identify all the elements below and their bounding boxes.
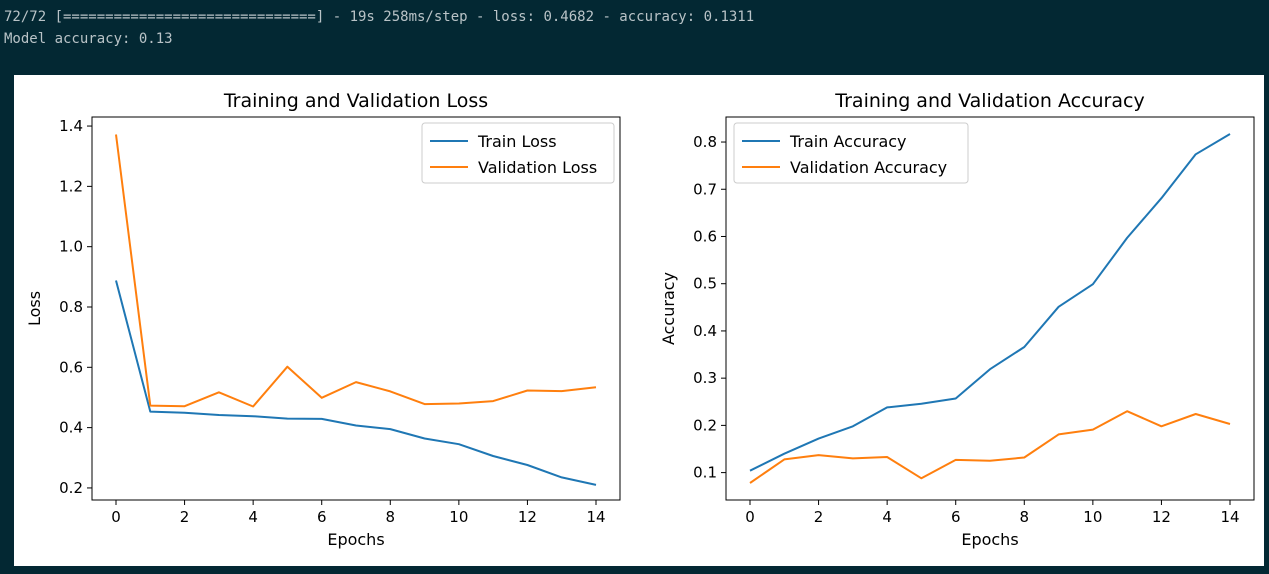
y-tick-label: 0.4 <box>693 322 717 340</box>
series-line-validation-accuracy <box>749 410 1231 484</box>
y-tick-label: 0.4 <box>59 419 83 437</box>
x-tick-label: 10 <box>1083 508 1102 526</box>
x-axis-label: Epochs <box>961 530 1018 549</box>
x-tick-label: 12 <box>518 508 537 526</box>
x-tick-label: 8 <box>1020 508 1030 526</box>
x-tick-label: 6 <box>951 508 961 526</box>
figure-svg: Training and Validation Loss 0 2 4 6 8 10 12 14 0… <box>25 90 1255 549</box>
series-line-validation-loss <box>115 134 597 408</box>
x-tick-label: 0 <box>111 508 121 526</box>
x-tick-label: 8 <box>386 508 396 526</box>
x-axis-label: Epochs <box>327 530 384 549</box>
y-tick-label: 0.8 <box>693 133 717 151</box>
x-tick-label: 2 <box>180 508 190 526</box>
axes-frame <box>91 116 621 501</box>
legend: Train Loss Validation Loss <box>421 122 615 184</box>
x-tick-label: 0 <box>745 508 755 526</box>
training-progress-line: 72/72 [==============================] -… <box>4 9 755 25</box>
y-tick-label: 0.6 <box>59 358 83 376</box>
legend-label: Validation Loss <box>478 158 597 177</box>
y-tick-label: 0.7 <box>693 180 717 198</box>
chart-title: Training and Validation Accuracy <box>834 90 1144 112</box>
legend-box <box>733 122 969 184</box>
series-line-train-loss <box>115 280 597 486</box>
y-tick-label: 1.2 <box>59 177 83 195</box>
x-tick-label: 6 <box>317 508 327 526</box>
x-tick-label: 12 <box>1152 508 1171 526</box>
figure-canvas: Training and Validation Loss 0 2 4 6 8 10 12 14 0… <box>14 75 1264 566</box>
y-axis-label: Accuracy <box>659 272 678 345</box>
x-tick-label: 4 <box>248 508 258 526</box>
legend: Train Accuracy Validation Accuracy <box>733 122 969 184</box>
legend-label: Train Loss <box>477 132 557 151</box>
axes-frame <box>725 116 1255 501</box>
y-tick-label: 0.5 <box>693 275 717 293</box>
y-tick-label: 1.4 <box>59 117 83 135</box>
y-tick-label: 0.3 <box>693 369 717 387</box>
console-output: 72/72 [==============================] -… <box>4 6 754 50</box>
x-tick-label: 14 <box>1220 508 1239 526</box>
chart-accuracy: Training and Validation Accuracy 0 2 4 6 8 10 1… <box>659 90 1255 549</box>
chart-title: Training and Validation Loss <box>223 90 488 112</box>
x-tick-label: 14 <box>586 508 605 526</box>
y-tick-label: 0.6 <box>693 227 717 245</box>
y-tick-label: 0.2 <box>59 479 83 497</box>
y-tick-label: 0.2 <box>693 416 717 434</box>
x-tick-label: 2 <box>814 508 824 526</box>
y-tick-label: 0.1 <box>693 464 717 482</box>
chart-loss: Training and Validation Loss 0 2 4 6 8 10 12 14 0… <box>25 90 621 549</box>
model-accuracy-line: Model accuracy: 0.13 <box>4 31 173 47</box>
legend-label: Validation Accuracy <box>790 158 947 177</box>
x-tick-label: 4 <box>882 508 892 526</box>
legend-box <box>421 122 615 184</box>
series-line-train-accuracy <box>749 133 1231 472</box>
legend-label: Train Accuracy <box>789 132 907 151</box>
y-tick-label: 0.8 <box>59 298 83 316</box>
y-tick-label: 1.0 <box>59 238 83 256</box>
y-axis-label: Loss <box>25 291 44 326</box>
x-tick-label: 10 <box>449 508 468 526</box>
